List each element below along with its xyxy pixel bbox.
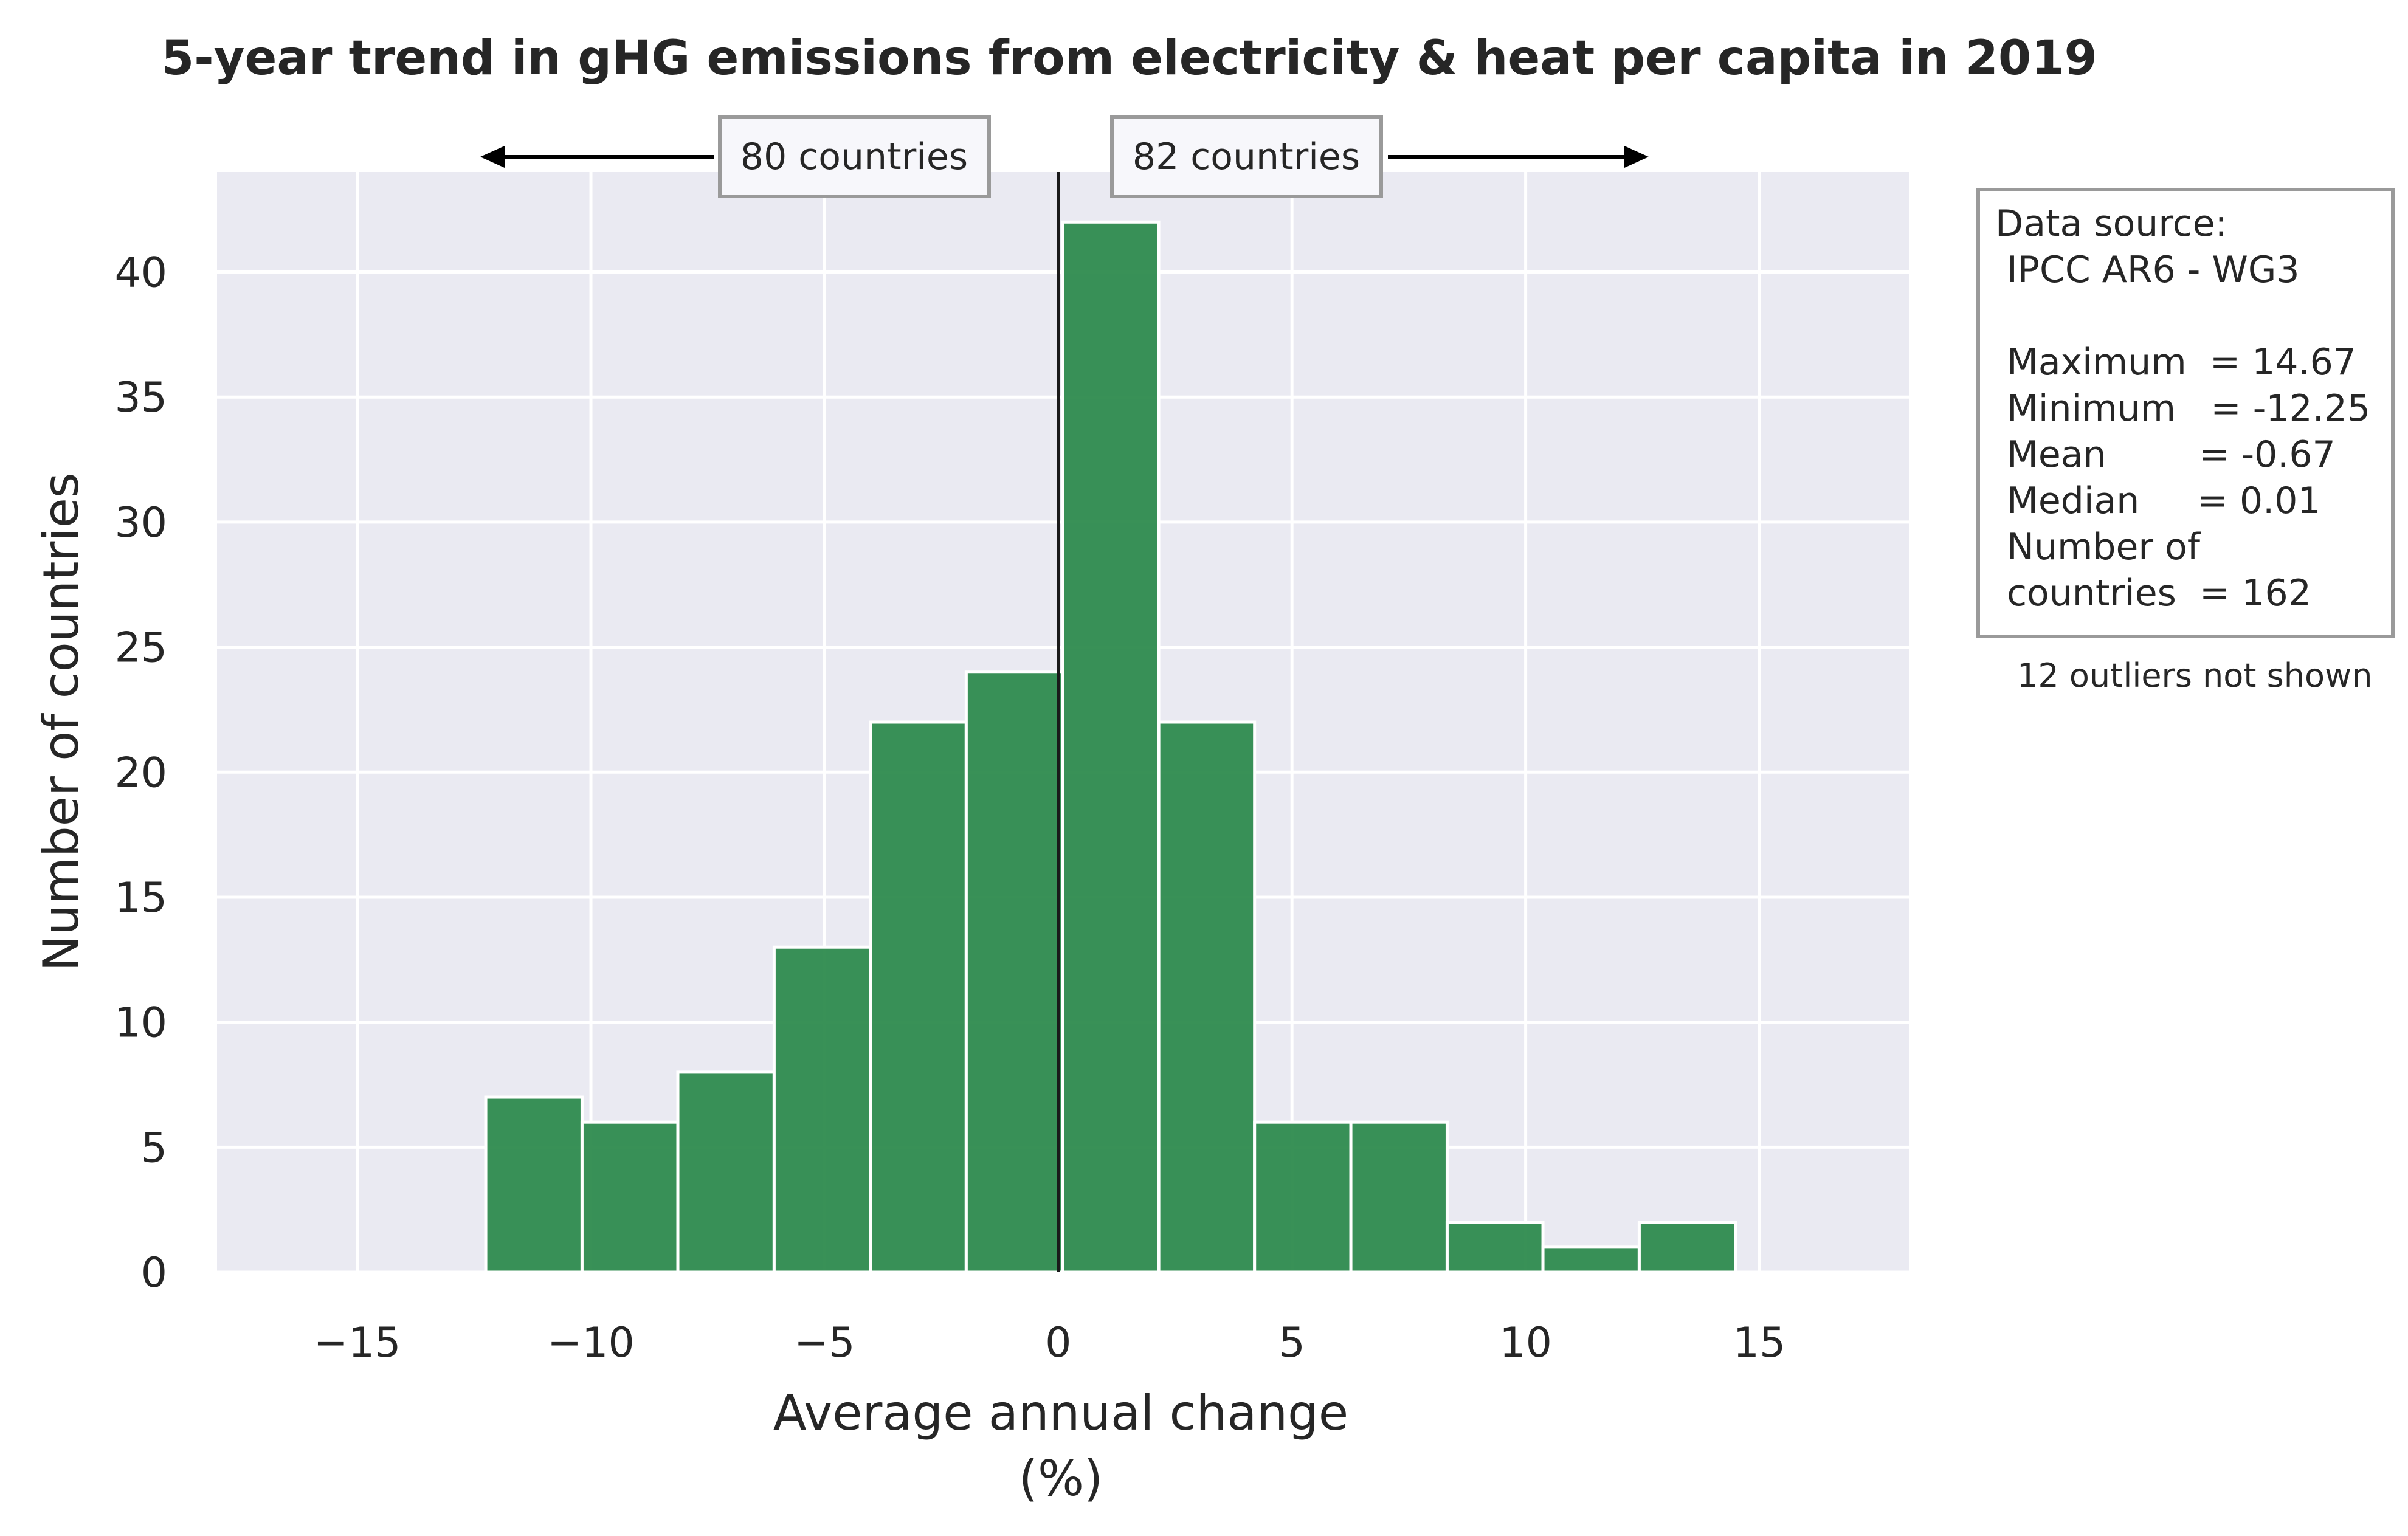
histogram-bar-7 (1061, 220, 1161, 1274)
y-tick-label: 10 (114, 999, 167, 1047)
histogram-bar-6 (964, 670, 1064, 1274)
histogram-bar-2 (580, 1120, 680, 1274)
histogram-bar-4 (772, 945, 872, 1274)
chart-title: 5-year trend in gHG emissions from elect… (161, 31, 2097, 86)
x-tick-label: −15 (314, 1319, 401, 1367)
stats-box-line: Minimum = -12.25 (1995, 387, 2370, 430)
histogram-bar-8 (1157, 720, 1257, 1274)
histogram-bar-1 (484, 1095, 584, 1274)
stats-box-line: Maximum = 14.67 (1995, 341, 2356, 384)
y-axis-label: Number of countries (33, 472, 89, 971)
x-tick-label: 5 (1279, 1319, 1305, 1367)
stats-box-line: Data source: (1995, 202, 2227, 245)
left-count-label: 80 countries (740, 136, 968, 178)
x-tick-label: 15 (1733, 1319, 1786, 1367)
y-tick-label: 30 (114, 499, 167, 547)
stats-box-line: IPCC AR6 - WG3 (1995, 249, 2300, 291)
histogram-bar-3 (676, 1070, 776, 1274)
x-tick-labels: −15 −10 −5 0 5 10 15 (314, 1319, 1785, 1367)
x-tick-label: 10 (1499, 1319, 1552, 1367)
y-tick-label: 0 (141, 1249, 167, 1297)
x-axis-label-line2: (%) (1019, 1450, 1103, 1507)
right-count-label: 82 countries (1133, 136, 1360, 178)
y-tick-label: 20 (114, 749, 167, 797)
stats-box-line: countries = 162 (1995, 572, 2311, 615)
stats-box (1976, 188, 2395, 638)
histogram-bar-11 (1445, 1221, 1545, 1274)
stats-box-line: Mean = -0.67 (1995, 433, 2336, 476)
y-tick-labels: 0 5 10 15 20 25 30 35 40 (114, 249, 167, 1297)
histogram-bar-9 (1253, 1120, 1353, 1274)
histogram-bar-12 (1541, 1245, 1641, 1274)
stats-box-line: Number of (1995, 526, 2201, 568)
right-arrow-head (1624, 146, 1649, 168)
histogram-bar-13 (1637, 1221, 1737, 1274)
x-tick-label: −5 (794, 1319, 855, 1367)
y-tick-label: 5 (141, 1124, 167, 1172)
stats-box-line: Median = 0.01 (1995, 480, 2321, 522)
y-tick-label: 35 (114, 374, 167, 422)
y-tick-label: 40 (114, 249, 167, 297)
x-tick-label: 0 (1045, 1319, 1071, 1367)
y-tick-label: 15 (114, 874, 167, 922)
histogram-bar-10 (1349, 1120, 1449, 1274)
x-axis-label-line1: Average annual change (773, 1385, 1348, 1441)
histogram-bars (484, 220, 1737, 1274)
x-tick-label: −10 (547, 1319, 635, 1367)
left-arrow-head (480, 146, 505, 168)
outliers-note: 12 outliers not shown (2017, 656, 2372, 695)
right-count-box (1110, 115, 1383, 198)
left-count-box (718, 115, 991, 198)
stats-box-lines: Data source: IPCC AR6 - WG3 Maximum = 14… (1995, 202, 2370, 615)
y-tick-label: 25 (114, 624, 167, 672)
histogram-bar-5 (869, 720, 968, 1274)
